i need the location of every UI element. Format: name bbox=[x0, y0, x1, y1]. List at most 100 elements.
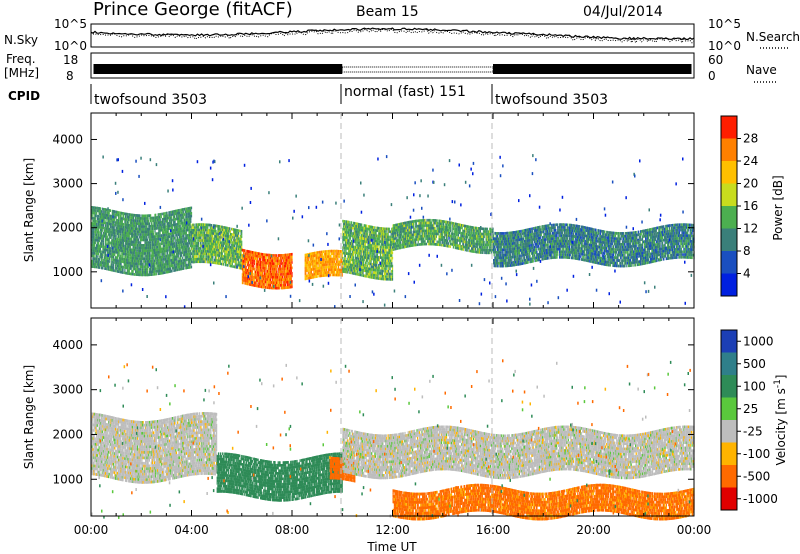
heatmap-cell bbox=[241, 264, 243, 268]
heatmap-cell bbox=[136, 235, 138, 239]
heatmap-cell bbox=[131, 221, 134, 225]
heatmap-cell bbox=[234, 231, 237, 234]
heatmap-cell bbox=[188, 250, 190, 253]
heatmap-cell bbox=[158, 269, 161, 273]
heatmap-cell bbox=[94, 262, 96, 266]
heatmap-cell bbox=[200, 260, 202, 264]
heatmap-cell bbox=[190, 241, 192, 245]
heatmap-cell bbox=[278, 262, 281, 266]
heatmap-cell bbox=[281, 273, 283, 276]
heatmap-cell bbox=[200, 239, 203, 242]
heatmap-cell bbox=[219, 225, 221, 228]
heatmap-cell bbox=[261, 269, 264, 273]
heatmap-cell bbox=[192, 228, 195, 232]
nsearch-tick-top: 10^5 bbox=[708, 17, 741, 31]
heatmap-cell bbox=[154, 272, 156, 276]
heatmap-cell bbox=[143, 217, 145, 220]
heatmap-cell bbox=[101, 229, 103, 232]
heatmap-cell bbox=[165, 228, 167, 231]
heatmap-cell bbox=[160, 239, 162, 243]
heatmap-cell bbox=[158, 218, 161, 222]
heatmap-cell bbox=[155, 235, 157, 238]
heatmap-cell bbox=[170, 251, 172, 254]
heatmap-cell bbox=[104, 267, 107, 270]
heatmap-cell bbox=[118, 265, 120, 268]
heatmap-cell bbox=[204, 231, 206, 234]
heatmap-cell bbox=[172, 253, 174, 257]
heatmap-cell bbox=[254, 251, 257, 255]
heatmap-cell bbox=[203, 255, 205, 258]
heatmap-cell bbox=[138, 217, 140, 220]
heatmap-cell bbox=[170, 216, 173, 219]
heatmap-cell bbox=[189, 247, 191, 250]
heatmap-cell bbox=[187, 212, 189, 216]
heatmap-cell bbox=[92, 206, 94, 209]
heatmap-cell bbox=[162, 268, 164, 272]
heatmap-cell bbox=[92, 219, 94, 223]
heatmap-cell bbox=[204, 223, 206, 227]
heatmap-cell bbox=[230, 262, 232, 265]
heatmap-cell bbox=[98, 231, 100, 234]
heatmap-cell bbox=[207, 226, 209, 229]
heatmap-cell bbox=[140, 244, 142, 247]
heatmap-cell bbox=[118, 214, 120, 217]
heatmap-cell bbox=[145, 257, 147, 261]
heatmap-cell bbox=[113, 263, 115, 267]
heatmap-cell bbox=[113, 266, 115, 270]
heatmap-cell bbox=[156, 227, 158, 230]
heatmap-cell bbox=[105, 259, 107, 263]
heatmap-cell bbox=[125, 226, 127, 229]
heatmap-cell bbox=[143, 268, 145, 271]
heatmap-cell bbox=[171, 256, 173, 259]
heatmap-cell bbox=[125, 236, 127, 240]
heatmap-cell bbox=[214, 243, 216, 246]
heatmap-cell bbox=[263, 256, 265, 259]
heatmap-cell bbox=[190, 255, 192, 258]
heatmap-cell bbox=[121, 254, 123, 258]
heatmap-cell bbox=[143, 270, 145, 274]
heatmap-cell bbox=[92, 227, 94, 231]
heatmap-cell bbox=[329, 249, 331, 253]
heatmap-cell bbox=[211, 258, 213, 262]
heatmap-cell bbox=[96, 212, 98, 215]
heatmap-cell bbox=[102, 221, 105, 224]
heatmap-cell bbox=[159, 253, 161, 256]
heatmap-cell bbox=[178, 214, 181, 217]
noise-panel-frame bbox=[90, 23, 695, 48]
heatmap-cell bbox=[204, 247, 206, 250]
heatmap-cell bbox=[113, 226, 115, 229]
heatmap-cell bbox=[121, 249, 124, 253]
heatmap-cell bbox=[187, 266, 189, 269]
heatmap-cell bbox=[158, 242, 161, 246]
heatmap-cell bbox=[280, 256, 282, 260]
heatmap-cell bbox=[160, 245, 162, 248]
heatmap-cell bbox=[172, 234, 174, 238]
heatmap-cell bbox=[140, 252, 142, 255]
heatmap-cell bbox=[154, 243, 156, 246]
heatmap-cell bbox=[94, 241, 96, 244]
heatmap-cell bbox=[227, 250, 230, 254]
heatmap-cell bbox=[306, 266, 308, 270]
heatmap-cell bbox=[184, 261, 186, 265]
heatmap-cell bbox=[139, 273, 141, 277]
heatmap-cell bbox=[310, 263, 313, 266]
heatmap-cell bbox=[236, 239, 238, 243]
heatmap-cell bbox=[187, 209, 189, 213]
heatmap-cell bbox=[192, 223, 194, 227]
heatmap-cell bbox=[222, 244, 225, 248]
heatmap-cell bbox=[323, 260, 325, 264]
heatmap-cell bbox=[230, 259, 232, 263]
heatmap-cell bbox=[125, 263, 127, 267]
heatmap-cell bbox=[156, 243, 158, 246]
heatmap-cell bbox=[266, 264, 268, 268]
heatmap-cell bbox=[198, 252, 200, 256]
heatmap-cell bbox=[98, 239, 100, 242]
heatmap-cell bbox=[114, 229, 116, 232]
heatmap-cell bbox=[205, 228, 207, 232]
heatmap-cell bbox=[250, 253, 252, 257]
heatmap-cell bbox=[158, 240, 160, 243]
heatmap-cell bbox=[123, 223, 125, 226]
heatmap-cell bbox=[227, 258, 230, 262]
heatmap-cell bbox=[212, 234, 214, 238]
heatmap-cell bbox=[127, 250, 129, 254]
